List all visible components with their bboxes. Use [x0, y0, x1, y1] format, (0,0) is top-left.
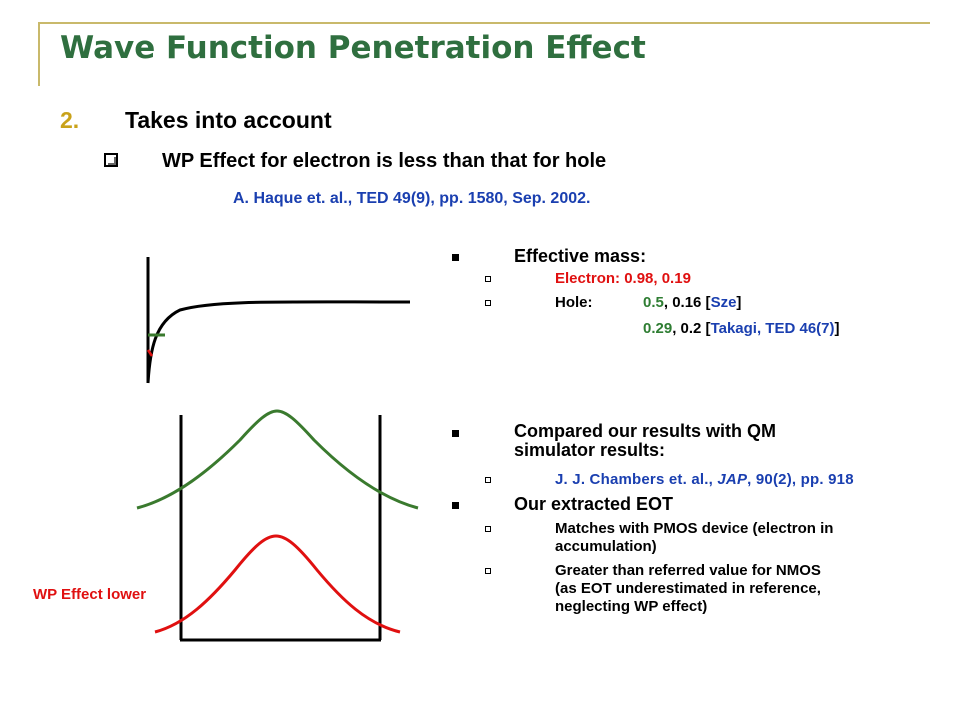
sub-point-text: WP Effect for electron is less than that… — [162, 150, 607, 172]
title-frame-top-line — [38, 22, 930, 24]
hole-ref-sze: Sze — [710, 294, 737, 311]
electron-wave-function — [154, 534, 401, 634]
electron-label: Electron: — [555, 270, 621, 287]
eot-item-2-line-2: (as EOT underestimated in reference, — [555, 580, 821, 597]
eot-item-1-line-1: Matches with PMOS device (electron in — [555, 520, 834, 537]
hole-label: Hole: — [555, 294, 593, 311]
bullet-icon — [452, 502, 459, 509]
checkbox-bullet-icon — [104, 153, 118, 167]
square-bullet-icon — [485, 300, 491, 306]
hole-ref-takagi-close: ] — [834, 320, 840, 337]
electron-values: 0.98, 0.19 — [624, 270, 691, 287]
wp-effect-label: WP Effect lower — [33, 586, 147, 603]
bullet-icon — [452, 430, 459, 437]
electron-level-mark — [146, 349, 154, 357]
square-bullet-icon — [485, 526, 491, 532]
point-text: Takes into account — [125, 107, 332, 133]
effective-mass-heading: Effective mass: — [514, 246, 647, 266]
ref-details: , 90(2), pp. 918 — [747, 471, 854, 488]
hole-ref-close: ] — [736, 294, 742, 311]
eot-item-2-line-3: neglecting WP effect) — [555, 598, 708, 615]
hole-value-takagi-green: 0.29 — [643, 320, 673, 337]
point-number: 2. — [60, 107, 80, 133]
ref-journal: JAP — [717, 471, 748, 488]
hole-wave-function — [136, 409, 419, 510]
ref-authors: J. J. Chambers et. al., — [555, 471, 718, 488]
square-bullet-icon — [485, 568, 491, 574]
square-bullet-icon — [485, 477, 491, 483]
hole-value-green: 0.5 — [643, 294, 664, 311]
compared-line-1: Compared our results with QM — [514, 421, 777, 441]
title-frame-left-line — [38, 22, 40, 86]
eot-item-1-line-2: accumulation) — [555, 538, 657, 555]
hole-value-takagi-rest: , 0.2 [ — [672, 320, 711, 337]
eot-heading: Our extracted EOT — [514, 494, 674, 514]
bullet-icon — [452, 254, 459, 261]
potential-curve — [146, 300, 411, 384]
chambers-reference: J. J. Chambers et. al., JAP, 90(2), pp. … — [555, 471, 854, 488]
compared-line-2: simulator results: — [514, 440, 666, 460]
citation: A. Haque et. al., TED 49(9), pp. 1580, S… — [233, 190, 591, 207]
square-bullet-icon — [485, 276, 491, 282]
hole-value-rest: , 0.16 [ — [663, 294, 711, 311]
hole-mass-line-takagi: 0.29, 0.2 [Takagi, TED 46(7)] — [643, 320, 840, 337]
slide-title: Wave Function Penetration Effect — [60, 30, 646, 66]
electron-mass-line: Electron: 0.98, 0.19 — [555, 270, 691, 287]
eot-item-2-line-1: Greater than referred value for NMOS — [555, 562, 821, 579]
hole-ref-takagi: Takagi, TED 46(7) — [710, 320, 835, 337]
hole-mass-line-sze: 0.5, 0.16 [Sze] — [643, 294, 741, 311]
